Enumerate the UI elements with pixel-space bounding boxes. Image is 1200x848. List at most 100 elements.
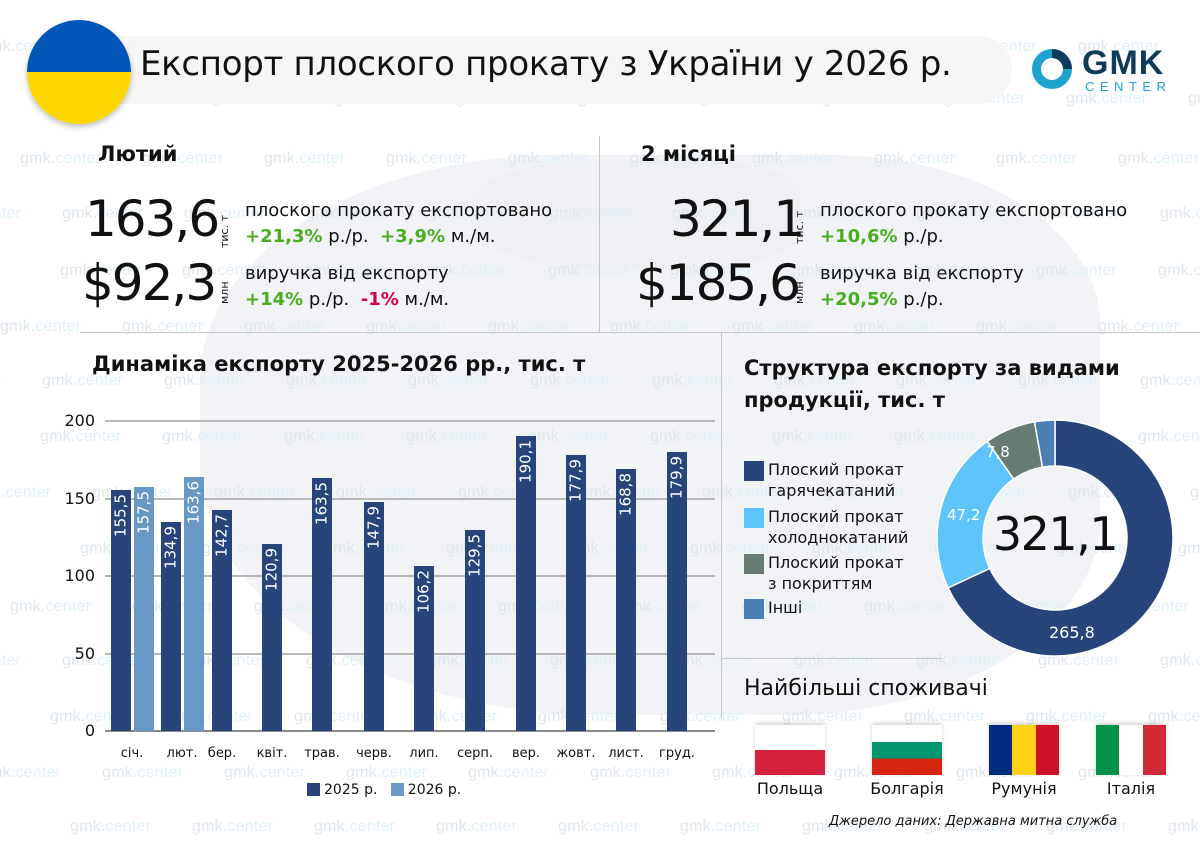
watermark-text: gmk.center bbox=[670, 262, 752, 279]
watermark-text: gmk.center bbox=[164, 372, 246, 389]
watermark-text: gmk.center bbox=[590, 764, 672, 781]
watermark-text: gmk.center bbox=[20, 150, 102, 167]
gridline bbox=[105, 420, 715, 422]
watermark-text: gmk.center bbox=[408, 372, 490, 389]
watermark-text: gmk.center bbox=[224, 764, 306, 781]
x-tick-label: жовт. bbox=[556, 746, 596, 761]
two-months-volume-label: плоского прокату експортовано bbox=[820, 200, 1128, 221]
legend-swatch-2025 bbox=[307, 783, 320, 796]
february-volume-value: 163,6 bbox=[85, 190, 220, 248]
bar-2025: 155,5 bbox=[111, 489, 131, 731]
watermark-text: gmk.center bbox=[264, 150, 346, 167]
watermark-text: gmk.center bbox=[1078, 38, 1160, 55]
bar-value-label: 168,8 bbox=[616, 473, 635, 517]
watermark-text: gmk.center bbox=[702, 484, 784, 501]
romania-flag-icon bbox=[989, 725, 1059, 775]
two-months-revenue-change: +20,5% р./р. bbox=[820, 289, 944, 310]
watermark-text: gmk.center bbox=[214, 484, 296, 501]
page-title: Експорт плоского прокату з України у 202… bbox=[140, 44, 952, 84]
x-tick-label: серп. bbox=[456, 746, 494, 761]
watermark-text: gmk.center bbox=[864, 598, 946, 615]
watermark-text: gmk.center bbox=[528, 428, 610, 445]
bulgaria-flag-icon bbox=[872, 725, 942, 775]
watermark-text: gmk.center bbox=[1158, 262, 1200, 279]
watermark-text: gmk.center bbox=[60, 262, 142, 279]
two-months-revenue-value: $185,6 bbox=[636, 254, 801, 312]
bar-value-label: 142,7 bbox=[212, 513, 231, 557]
watermark-text: gmk.center bbox=[0, 764, 62, 781]
italy-flag-icon bbox=[1096, 725, 1166, 775]
watermark-text: gmk.center bbox=[284, 428, 366, 445]
gmk-center-logo[interactable]: GMK CENTER bbox=[1030, 44, 1180, 94]
x-tick-label: трав. bbox=[304, 746, 340, 761]
watermark-text: gmk.center bbox=[782, 708, 864, 725]
february-volume-label: плоского прокату експортовано bbox=[245, 200, 553, 221]
two-months-revenue-unit: млн bbox=[793, 281, 806, 304]
bar-2026: 157,5 bbox=[134, 486, 154, 731]
watermark-text: gmk.center bbox=[304, 262, 386, 279]
watermark-text: gmk.center bbox=[1038, 205, 1120, 222]
legend-swatch-2026 bbox=[390, 783, 404, 796]
watermark-text: gmk.center bbox=[1190, 484, 1200, 501]
x-tick-label: лист. bbox=[608, 746, 644, 761]
watermark-text: gmk.center bbox=[406, 428, 488, 445]
watermark-text: gmk.center bbox=[1160, 652, 1200, 669]
watermark-text: gmk.center bbox=[976, 318, 1058, 335]
watermark-text: gmk.center bbox=[386, 150, 468, 167]
country-italy: Італія bbox=[1106, 779, 1156, 798]
watermark-text: gmk.center bbox=[914, 262, 996, 279]
watermark-text: gmk.center bbox=[1140, 372, 1200, 389]
bar-2025: 106,2 bbox=[414, 566, 434, 731]
divider-vertical-bottom bbox=[721, 332, 722, 718]
watermark-text: gmk.center bbox=[1046, 818, 1128, 835]
watermark-text: gmk.center bbox=[192, 818, 274, 835]
bar-2025: 142,7 bbox=[212, 509, 232, 731]
watermark-text: gmk.center bbox=[794, 205, 876, 222]
x-tick-label: січ. bbox=[120, 746, 144, 761]
watermark-text: gmk.center bbox=[314, 818, 396, 835]
divider-vertical-top bbox=[599, 136, 600, 332]
bar-2025: 190,1 bbox=[516, 436, 536, 731]
donut-chart: 321,1 265,8 47,2 7,8 bbox=[936, 419, 1174, 657]
watermark-text: gmk.center bbox=[122, 318, 204, 335]
watermark-text: gmk.center bbox=[916, 205, 998, 222]
two-months-volume-unit: тис. т bbox=[793, 210, 806, 244]
watermark-text: gmk.center bbox=[530, 372, 612, 389]
gridline bbox=[105, 730, 715, 732]
watermark-text: gmk.center bbox=[436, 818, 518, 835]
watermark-text: gmk.center bbox=[1066, 90, 1148, 107]
bar-2026: 163,6 bbox=[184, 477, 204, 731]
bar-2025: 179,9 bbox=[667, 452, 687, 731]
bar-value-label: 157,5 bbox=[134, 490, 153, 534]
y-tick-label: 0 bbox=[84, 721, 95, 740]
february-revenue-change: +14% р./р. -1% м./м. bbox=[245, 289, 450, 310]
structure-title: Структура експорту за видами продукції, … bbox=[744, 356, 1120, 412]
watermark-text: gmk.center bbox=[690, 540, 772, 557]
y-tick-label: 100 bbox=[64, 566, 95, 585]
february-revenue-unit: млн bbox=[218, 281, 231, 304]
watermark-text: gmk.center bbox=[286, 372, 368, 389]
watermark-text: gmk.center bbox=[1148, 708, 1200, 725]
donut-label-hot: 265,8 bbox=[1049, 623, 1095, 642]
two-months-heading: 2 місяці bbox=[641, 142, 736, 166]
bar-chart-title: Динаміка експорту 2025-2026 рр., тис. т bbox=[92, 352, 586, 376]
legend-swatch bbox=[744, 508, 764, 528]
bar-value-label: 147,9 bbox=[364, 505, 383, 549]
watermark-text: gmk.center bbox=[306, 205, 388, 222]
watermark-text: gmk.center bbox=[896, 372, 978, 389]
watermark-text: gmk.center bbox=[680, 818, 762, 835]
watermark-text: gmk.center bbox=[1138, 428, 1200, 445]
february-revenue-value: $92,3 bbox=[82, 254, 217, 312]
legend-swatch bbox=[744, 599, 764, 619]
bar-value-label: 179,9 bbox=[667, 456, 686, 500]
x-tick-label: квіт. bbox=[256, 746, 288, 761]
watermark-text: gmk.center bbox=[102, 764, 184, 781]
bar-value-label: 120,9 bbox=[262, 547, 281, 591]
watermark-text: gmk.center bbox=[1160, 205, 1200, 222]
bar-2025: 163,5 bbox=[312, 477, 332, 731]
watermark-text: gmk.center bbox=[610, 318, 692, 335]
two-months-volume-value: 321,1 bbox=[670, 190, 805, 248]
bar-2025: 129,5 bbox=[465, 530, 485, 731]
x-tick-label: лют. bbox=[166, 746, 198, 761]
country-romania: Румунія bbox=[991, 779, 1057, 798]
